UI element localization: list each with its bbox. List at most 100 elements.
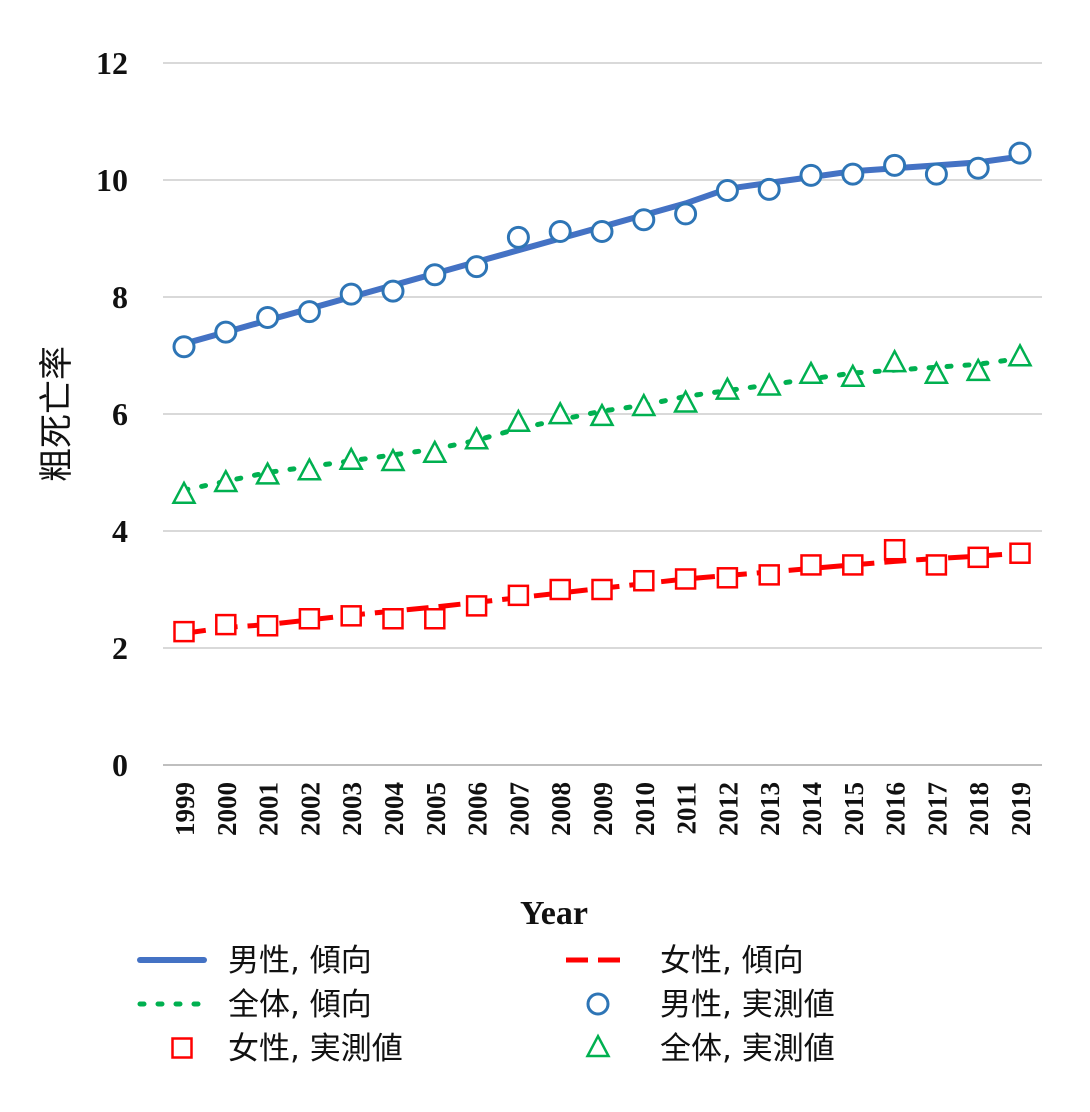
x-tick-label: 2002: [295, 782, 325, 836]
x-tick-label: 2017: [922, 782, 952, 836]
data-point-circle: [506, 225, 530, 249]
x-axis-title: Year: [520, 895, 588, 932]
data-point-circle: [674, 202, 698, 226]
x-tick-label: 2003: [337, 782, 367, 836]
data-point-square: [340, 605, 362, 627]
data-point-square: [591, 578, 613, 601]
data-point-square: [633, 569, 655, 592]
data-point-triangle: [422, 439, 448, 464]
legend-label: 男性, 実測値: [660, 987, 835, 1023]
y-tick-label: 8: [112, 279, 128, 315]
x-tick-label: 2011: [672, 782, 702, 835]
legend-swatch-circle: [586, 992, 610, 1016]
legend-label: 男性, 傾向: [228, 943, 372, 979]
data-point-circle: [715, 179, 739, 203]
data-point-circle: [841, 162, 865, 186]
data-point-square: [883, 538, 906, 561]
legend-label: 女性, 実測値: [228, 1031, 403, 1067]
data-point-square: [173, 620, 195, 643]
data-point-triangle: [923, 360, 949, 385]
x-tick-label: 2015: [839, 782, 869, 836]
data-point-triangle: [631, 392, 657, 417]
data-point-square: [1009, 542, 1031, 564]
y-tick-label: 10: [96, 162, 128, 198]
x-tick-label: 2007: [504, 782, 534, 836]
data-point-triangle: [255, 460, 281, 485]
data-point-square: [465, 595, 488, 617]
data-point-square: [674, 568, 697, 590]
data-point-square: [967, 546, 989, 569]
data-point-circle: [381, 279, 405, 303]
x-tick-label: 2009: [588, 782, 618, 836]
x-tick-label: 1999: [170, 782, 200, 836]
data-point-circle: [214, 320, 238, 344]
y-tick-label: 4: [112, 513, 128, 549]
x-tick-label: 2004: [379, 782, 409, 836]
data-point-triangle: [380, 447, 406, 472]
data-point-circle: [465, 255, 489, 279]
data-point-circle: [548, 219, 572, 243]
data-point-triangle: [714, 376, 740, 400]
data-markers: [171, 141, 1033, 643]
data-point-triangle: [673, 389, 699, 413]
data-point-triangle: [840, 363, 866, 387]
data-point-square: [507, 584, 530, 607]
series-line-2: [181, 355, 1023, 493]
data-point-circle: [799, 163, 823, 187]
data-point-square: [842, 554, 864, 576]
y-axis-title: 粗死亡率: [37, 346, 77, 482]
x-tick-label: 2016: [881, 782, 911, 836]
data-point-triangle: [798, 360, 824, 385]
y-axis-ticks: 0 2 4 6 8 10 12: [96, 45, 128, 783]
x-tick-label: 2012: [713, 782, 743, 836]
x-tick-label: 2006: [463, 782, 493, 836]
data-point-circle: [883, 153, 907, 177]
gridlines: [163, 62, 1042, 766]
data-point-circle: [423, 263, 447, 287]
x-tick-label: 2018: [964, 782, 994, 836]
data-point-triangle: [882, 348, 908, 373]
legend-label: 全体, 実測値: [660, 1031, 835, 1067]
y-tick-label: 6: [112, 396, 128, 432]
data-point-circle: [339, 282, 363, 306]
data-point-triangle: [213, 468, 239, 493]
data-point-square: [800, 554, 822, 576]
data-point-circle: [632, 208, 656, 232]
data-point-triangle: [756, 372, 782, 396]
data-point-square: [716, 567, 739, 589]
x-tick-label: 2000: [212, 782, 242, 836]
x-tick-label: 2008: [546, 782, 576, 836]
data-point-triangle: [464, 425, 490, 450]
data-point-square: [925, 554, 948, 576]
legend-swatch-square: [171, 1037, 193, 1059]
y-tick-label: 12: [96, 45, 128, 81]
legend-label: 女性, 傾向: [660, 943, 804, 979]
data-point-circle: [172, 335, 196, 359]
data-point-circle: [1008, 141, 1032, 165]
data-point-square: [215, 613, 237, 636]
data-point-circle: [966, 156, 990, 180]
data-point-square: [382, 608, 404, 630]
data-point-square: [424, 608, 446, 630]
legend-swatch-triangle: [585, 1033, 611, 1058]
data-point-circle: [256, 305, 280, 329]
data-point-triangle: [171, 480, 197, 504]
data-point-circle: [757, 177, 781, 201]
y-tick-label: 0: [112, 747, 128, 783]
data-point-triangle: [296, 456, 322, 481]
data-point-circle: [590, 219, 614, 243]
data-point-triangle: [338, 446, 364, 471]
y-tick-label: 2: [112, 630, 128, 666]
data-point-triangle: [505, 408, 531, 433]
data-point-square: [549, 578, 571, 601]
data-point-triangle: [589, 402, 615, 427]
data-point-circle: [924, 162, 948, 186]
x-tick-label: 2005: [421, 782, 451, 836]
x-tick-label: 2001: [254, 782, 284, 836]
data-point-circle: [297, 300, 321, 324]
legend-label: 全体, 傾向: [228, 987, 372, 1023]
data-point-triangle: [965, 357, 991, 382]
x-axis-ticks: 1999 2000 2001 2002 2003 2004 2005 2006 2007 2008…: [170, 782, 1036, 836]
